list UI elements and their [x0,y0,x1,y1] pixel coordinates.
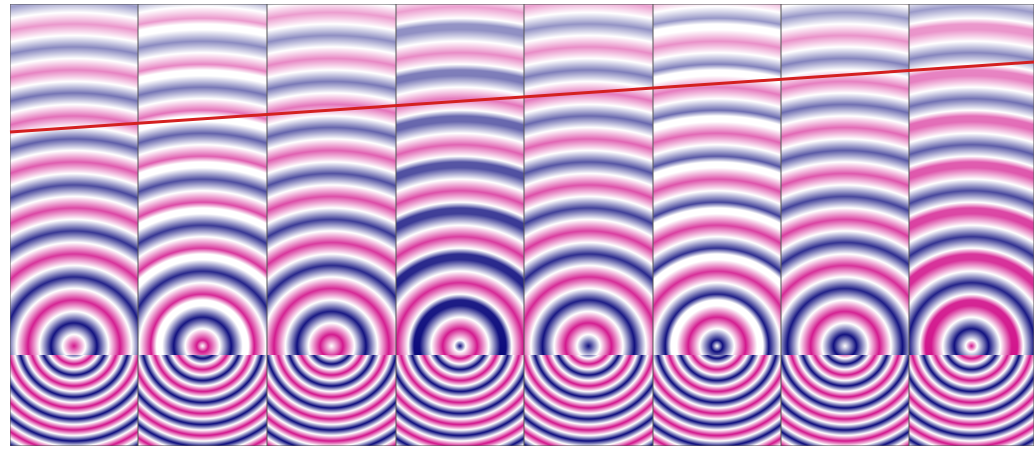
panel [10,4,138,446]
fade [138,4,267,355]
lower-field [653,355,781,446]
fade [10,4,138,355]
lower-field [909,355,1034,446]
red-line [9,60,1034,134]
fade [267,4,396,355]
lower-field [10,355,138,446]
fade [653,4,781,355]
panel [781,4,909,446]
lower-field [781,355,909,446]
panel [396,4,524,446]
lower-field [524,355,653,446]
fade [396,4,524,355]
panel [267,4,396,446]
fade [909,4,1034,355]
panel [138,4,267,446]
fade [781,4,909,355]
lower-field [138,355,267,446]
panel [653,4,781,446]
panel [524,4,653,446]
lower-field [267,355,396,446]
panels [10,4,1034,446]
fade [524,4,653,355]
lower-field [396,355,524,446]
